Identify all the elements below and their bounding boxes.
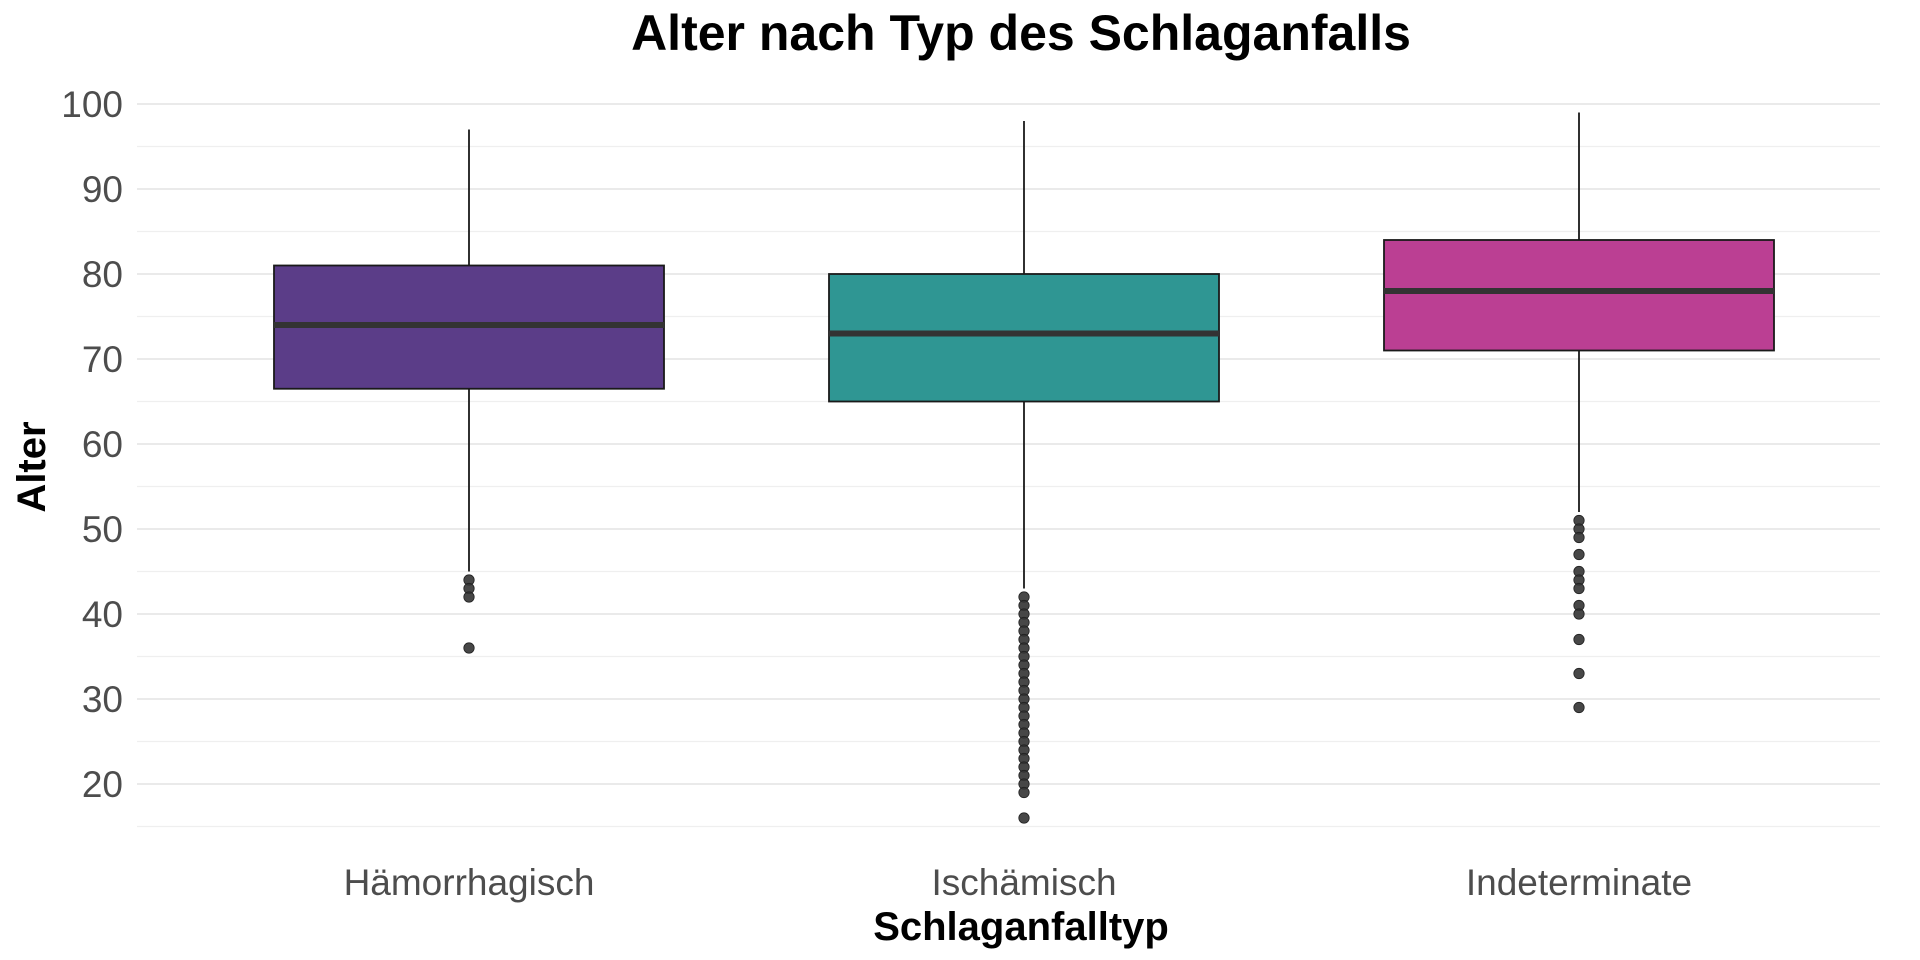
y-tick-label: 50	[82, 509, 123, 550]
x-tick-labels: Hämorrhagisch Ischämisch Indeterminate	[344, 862, 1693, 903]
outlier-point	[463, 642, 475, 654]
y-tick-label: 100	[61, 84, 123, 125]
outlier-point	[1573, 582, 1585, 595]
outlier-point	[1573, 608, 1585, 620]
box-group	[273, 129, 665, 654]
outlier-point	[1573, 548, 1585, 561]
y-tick-label: 60	[82, 424, 123, 465]
outlier-point	[463, 591, 475, 603]
box-rect	[1383, 239, 1775, 352]
x-tick-label: Ischämisch	[931, 862, 1116, 903]
x-tick-label: Indeterminate	[1466, 862, 1692, 903]
y-tick-label: 40	[82, 594, 123, 635]
chart-title: Alter nach Typ des Schlaganfalls	[631, 5, 1411, 61]
y-tick-label: 20	[82, 764, 123, 805]
x-tick-label: Hämorrhagisch	[344, 862, 595, 903]
y-axis-title: Alter	[10, 421, 54, 512]
outlier-point	[1573, 633, 1585, 646]
x-axis-title: Schlaganfalltyp	[873, 905, 1169, 949]
outlier-point	[1018, 786, 1030, 799]
box-plots	[273, 112, 1775, 824]
grid-lines	[137, 103, 1880, 828]
y-tick-label: 80	[82, 254, 123, 295]
outlier-point	[1573, 531, 1585, 544]
y-tick-label: 70	[82, 339, 123, 380]
box-rect	[828, 273, 1220, 403]
y-tick-label: 30	[82, 679, 123, 720]
box-group	[828, 121, 1220, 824]
y-tick-label: 90	[82, 169, 123, 210]
outlier-point	[1573, 667, 1585, 680]
y-tick-labels: 20 30 40 50 60 70 80 90 100	[61, 84, 123, 805]
box-group	[1383, 112, 1775, 714]
outlier-point	[1018, 812, 1030, 824]
outlier-point	[1573, 701, 1585, 714]
